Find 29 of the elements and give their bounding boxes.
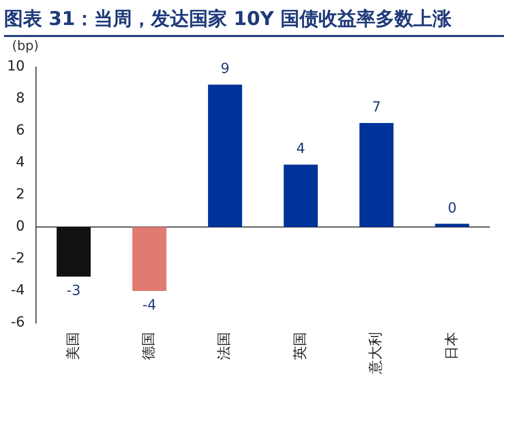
data-label: -4: [142, 298, 156, 314]
bar: [56, 227, 91, 277]
x-tick-label: 德国: [141, 332, 157, 360]
y-tick-label: 0: [16, 218, 25, 235]
bar: [435, 224, 470, 227]
y-tick-label: 2: [16, 186, 25, 203]
x-tick-label: 美国: [65, 332, 82, 360]
y-axis-title: (bp): [12, 39, 39, 54]
bar: [359, 123, 394, 227]
x-tick-label: 法国: [216, 332, 233, 360]
x-tick-label: 意大利: [368, 332, 384, 375]
y-tick-label: 8: [16, 90, 25, 107]
bar: [132, 227, 166, 291]
data-label: 4: [296, 141, 306, 158]
chart-title: 图表 31：当周，发达国家 10Y 国债收益率多数上涨: [4, 6, 504, 37]
bar: [284, 164, 318, 227]
x-tick-label: 日本: [444, 332, 460, 360]
data-label: 9: [220, 61, 230, 78]
data-label: 0: [448, 200, 457, 216]
y-tick-label: -4: [10, 282, 25, 299]
y-tick-label: -2: [10, 250, 25, 267]
y-tick-label: 10: [6, 58, 25, 75]
y-tick-label: 4: [16, 154, 25, 171]
y-tick-label: 6: [16, 122, 25, 139]
x-tick-label: 英国: [292, 332, 308, 360]
data-label: 7: [372, 100, 381, 116]
y-tick-label: -6: [10, 314, 25, 331]
bar: [208, 84, 242, 227]
data-label: -3: [66, 283, 81, 300]
